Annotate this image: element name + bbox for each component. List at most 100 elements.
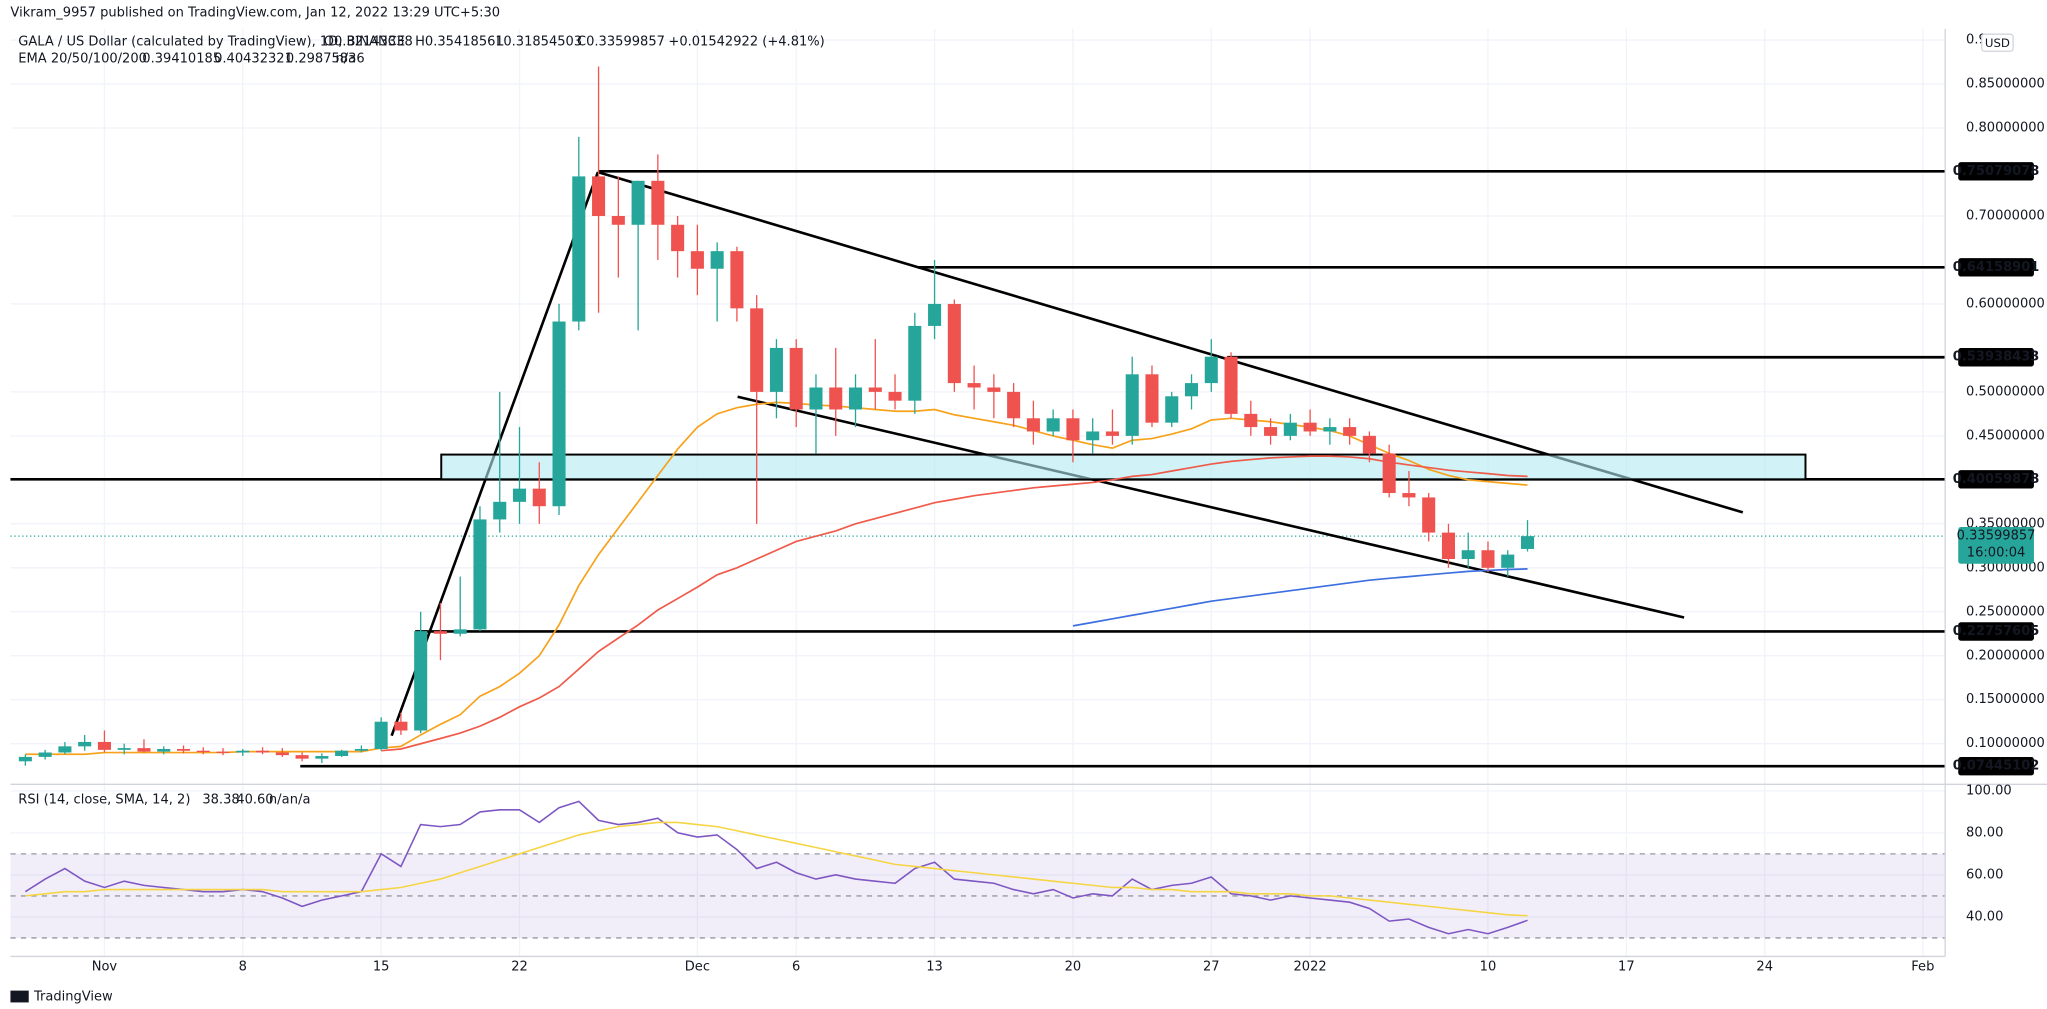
candle-body: [216, 751, 230, 753]
candle-body: [1323, 427, 1337, 432]
candle-body: [18, 756, 32, 762]
candle-body: [750, 308, 764, 392]
x-tick-label: 22: [511, 959, 528, 974]
level-label-box: [1958, 470, 2034, 489]
legend-value: n/a: [290, 793, 311, 808]
level-label-box: [1958, 348, 2034, 367]
ema-line: [381, 455, 1528, 752]
candle-body: [453, 629, 467, 634]
candle-body: [196, 750, 210, 753]
level-label-box: [1958, 756, 2034, 776]
candle-body: [97, 741, 111, 750]
legend-value: n/a: [269, 793, 290, 808]
candle-body: [967, 383, 981, 388]
ohlc-value: O0.32143338: [324, 35, 413, 50]
y-tick-label: 0.85000000: [1966, 77, 2045, 92]
x-tick-label: Nov: [92, 959, 118, 974]
rsi-line: [24, 800, 1528, 935]
y-tick-label: 0.60000000: [1966, 296, 2045, 311]
x-tick-label: 8: [239, 959, 247, 974]
candle-body: [829, 387, 843, 410]
x-tick-label: 27: [1203, 959, 1220, 974]
candle-body: [1501, 554, 1515, 568]
candle-body: [117, 748, 131, 750]
candle-body: [552, 321, 566, 507]
ohlc-value: L0.31854503: [496, 35, 582, 50]
candle-body: [354, 748, 368, 751]
level-label: 0.40059878: [1953, 472, 2040, 487]
logo: TradingView: [10, 990, 113, 1005]
candle-body: [1343, 427, 1357, 436]
candle-body: [137, 748, 151, 752]
rsi-line: [25, 821, 1528, 917]
candle-body: [888, 391, 902, 401]
level-label-box: [1958, 258, 2034, 277]
countdown: 16:00:04: [1967, 546, 2026, 561]
x-tick-label: 24: [1756, 959, 1773, 974]
candle-body: [651, 180, 665, 225]
candle-body: [58, 746, 72, 753]
trend-line: [737, 395, 1685, 619]
candle-body: [38, 752, 52, 757]
y-tick-label: 100.00: [1966, 783, 2012, 798]
level-label: 0.22757605: [1953, 624, 2040, 639]
x-tick-label: 6: [792, 959, 800, 974]
candle-body: [1165, 396, 1179, 423]
x-tick-label: 15: [373, 959, 390, 974]
candle-body: [78, 741, 92, 747]
level-label-box: [1958, 622, 2034, 641]
candle-body: [868, 387, 882, 392]
candle-body: [473, 519, 487, 630]
candle-body: [256, 750, 270, 753]
candle-body: [1204, 356, 1218, 384]
last-price-label: 0.33599857: [1957, 529, 2036, 544]
candle-body: [157, 748, 171, 752]
candle-body: [947, 303, 961, 384]
candle-body: [908, 325, 922, 401]
currency: USD: [1985, 36, 2010, 50]
candle-body: [493, 501, 507, 520]
candle-body: [1461, 550, 1475, 560]
candle-body: [611, 215, 625, 225]
candle-body: [1402, 493, 1416, 498]
candle-body: [1026, 418, 1040, 432]
support-zone: [440, 453, 1807, 481]
symbol: GALA / US Dollar (calculated by TradingV…: [18, 35, 405, 50]
candle-body: [512, 488, 527, 502]
candle-body: [1264, 427, 1278, 436]
y-tick-label: 0.15000000: [1966, 692, 2045, 707]
x-tick-label: Dec: [685, 959, 710, 974]
legend-value: 38.38: [202, 793, 239, 808]
y-tick-label: 0.30000000: [1966, 560, 2045, 575]
x-tick-label: 17: [1618, 959, 1635, 974]
candle-body: [848, 387, 863, 410]
candle-body: [710, 251, 724, 269]
candle-body: [1382, 453, 1396, 494]
y-tick-label: 0.80000000: [1966, 121, 2045, 136]
x-tick-label: Feb: [1911, 959, 1934, 974]
y-tick-label: 0.50000000: [1966, 384, 2045, 399]
legend-value: 40.60: [236, 793, 273, 808]
legend-value: 0.39410185: [142, 52, 221, 67]
y-tick-label: 0.25000000: [1966, 604, 2045, 619]
level-label: 0.53938433: [1953, 350, 2040, 365]
candle-body: [1224, 356, 1238, 414]
legend-title: RSI (14, close, SMA, 14, 2): [18, 793, 190, 808]
candle-body: [1441, 532, 1455, 560]
y-tick-label: 0.20000000: [1966, 648, 2045, 663]
candle-body: [433, 631, 447, 634]
candle-body: [690, 251, 704, 269]
candle-body: [1244, 413, 1258, 428]
level-label-box: [1958, 162, 2034, 181]
candle-body: [789, 347, 803, 410]
candle-body: [414, 631, 428, 731]
candle-body: [1283, 422, 1297, 436]
candle-body: [1145, 374, 1159, 423]
candle-body: [809, 387, 823, 410]
level-label: 0.07445102: [1953, 759, 2040, 774]
candle-body: [1125, 374, 1139, 436]
y-tick-label: 0.10000000: [1966, 736, 2045, 751]
